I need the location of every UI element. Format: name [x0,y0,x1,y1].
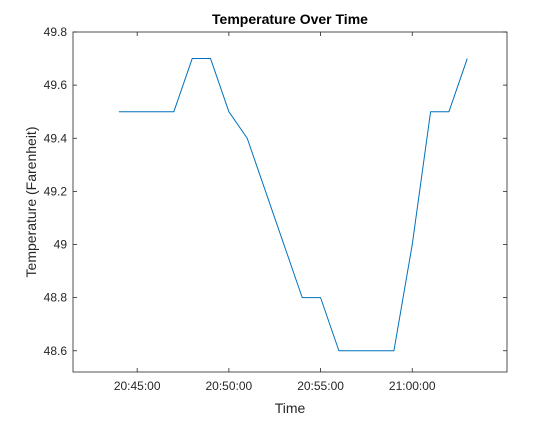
y-tick-label: 49.2 [44,184,68,198]
labels: Temperature Over Time Time Temperature (… [23,11,368,416]
axes: 48.6 48.8 49 49.2 49.4 49.6 49.8 20:45:00 20:50:… [44,25,508,393]
y-tick-label: 49.6 [44,78,68,92]
x-tick-label: 20:50:00 [206,379,253,393]
plot-area-background [73,32,507,372]
y-tick-label: 48.6 [44,344,68,358]
x-tick-label: 21:00:00 [389,379,436,393]
chart-title: Temperature Over Time [212,11,368,27]
series-layer [118,58,468,352]
x-axis-label: Time [275,400,306,416]
y-axis-label: Temperature (Farenheit) [23,127,39,278]
x-tick-label: 20:45:00 [114,379,161,393]
y-tick-label: 49.4 [44,131,68,145]
axes-box [72,31,508,373]
series-line [118,58,468,352]
x-tick-label: 20:55:00 [297,379,344,393]
y-tick-label: 48.8 [44,291,68,305]
y-tick-label: 49.8 [44,25,68,39]
y-tick-label: 49 [54,238,68,252]
